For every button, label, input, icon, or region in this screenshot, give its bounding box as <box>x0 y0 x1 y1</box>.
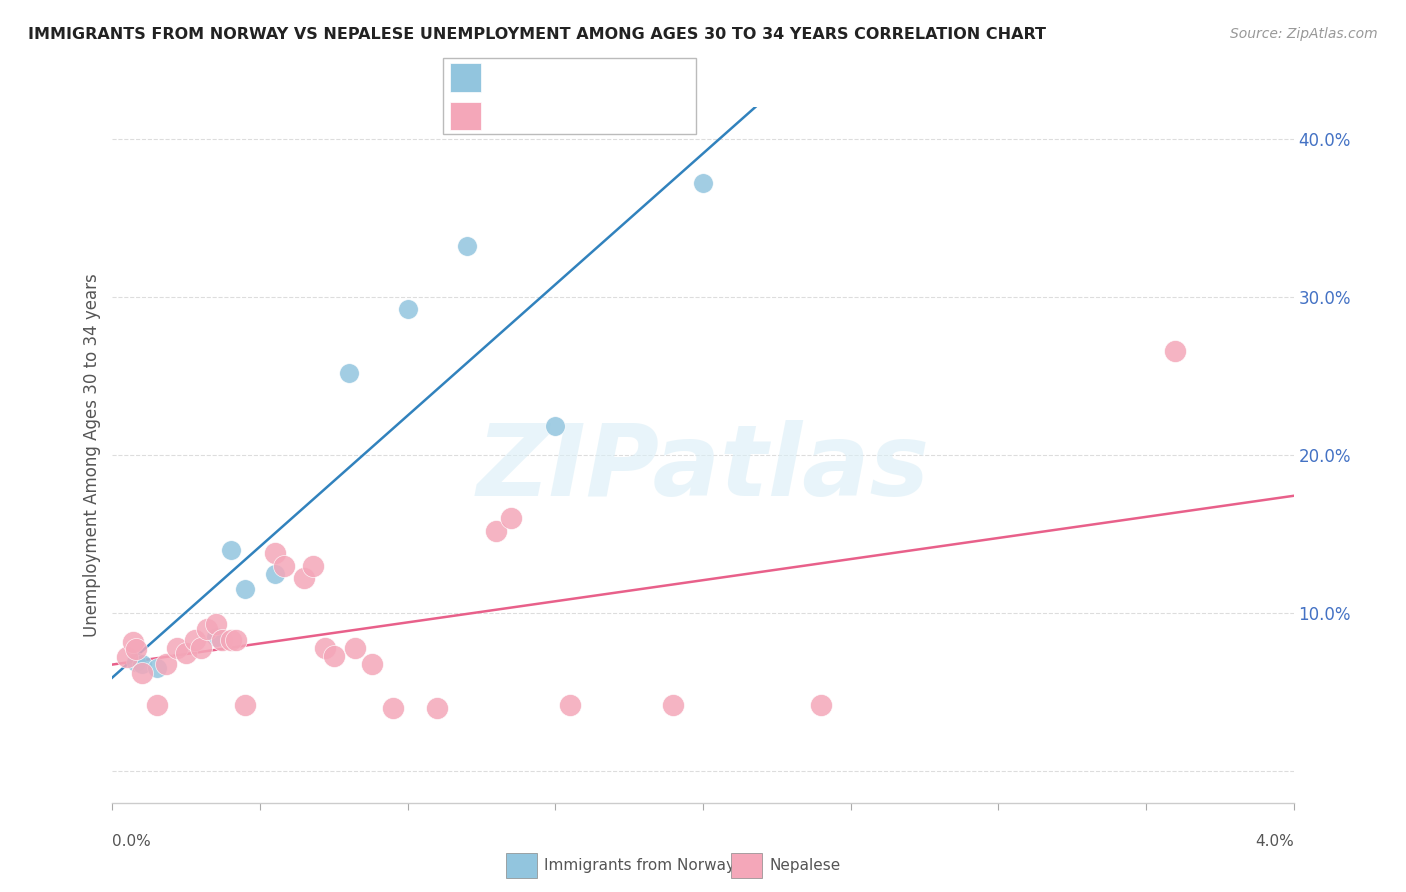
Point <box>361 657 384 671</box>
Point <box>122 634 145 648</box>
Point <box>233 698 256 712</box>
Text: 4.0%: 4.0% <box>1254 834 1294 849</box>
Point <box>264 546 287 560</box>
Point <box>426 701 449 715</box>
Point <box>125 642 148 657</box>
Point <box>501 511 523 525</box>
Point <box>166 640 188 655</box>
Text: R = 0.579: R = 0.579 <box>492 109 572 123</box>
Point <box>314 640 336 655</box>
Y-axis label: Unemployment Among Ages 30 to 34 years: Unemployment Among Ages 30 to 34 years <box>83 273 101 637</box>
Point <box>396 302 419 317</box>
Point <box>544 419 567 434</box>
Point <box>343 640 366 655</box>
Point <box>174 646 197 660</box>
Point <box>155 657 177 671</box>
Point <box>273 558 295 573</box>
Point <box>264 566 287 581</box>
Point <box>184 632 207 647</box>
Point <box>323 648 346 663</box>
Text: ZIPatlas: ZIPatlas <box>477 420 929 517</box>
Text: Source: ZipAtlas.com: Source: ZipAtlas.com <box>1230 27 1378 41</box>
Point <box>195 622 218 636</box>
Text: R = 0.855: R = 0.855 <box>492 70 572 85</box>
Point <box>205 617 228 632</box>
Point <box>225 632 247 647</box>
Point <box>810 698 832 712</box>
Point <box>692 176 714 190</box>
Point <box>1164 343 1187 358</box>
Point <box>662 698 685 712</box>
Point <box>205 630 228 644</box>
Point <box>131 666 153 681</box>
Point <box>146 661 169 675</box>
Point <box>146 698 169 712</box>
Text: Nepalese: Nepalese <box>769 858 841 872</box>
Point <box>117 650 138 665</box>
Point <box>292 571 315 585</box>
Text: N = 12: N = 12 <box>600 70 661 85</box>
Point <box>219 542 242 557</box>
Point <box>211 632 233 647</box>
Point <box>302 558 325 573</box>
Point <box>125 655 148 669</box>
Point <box>233 582 256 597</box>
Point <box>382 701 405 715</box>
Point <box>190 640 212 655</box>
Point <box>337 366 360 380</box>
Point <box>219 632 242 647</box>
Text: IMMIGRANTS FROM NORWAY VS NEPALESE UNEMPLOYMENT AMONG AGES 30 TO 34 YEARS CORREL: IMMIGRANTS FROM NORWAY VS NEPALESE UNEMP… <box>28 27 1046 42</box>
Text: Immigrants from Norway: Immigrants from Norway <box>544 858 735 872</box>
Point <box>560 698 582 712</box>
Point <box>485 524 508 538</box>
Text: N = 32: N = 32 <box>600 109 661 123</box>
Point <box>456 239 478 253</box>
Point <box>131 657 153 671</box>
Text: 0.0%: 0.0% <box>112 834 152 849</box>
